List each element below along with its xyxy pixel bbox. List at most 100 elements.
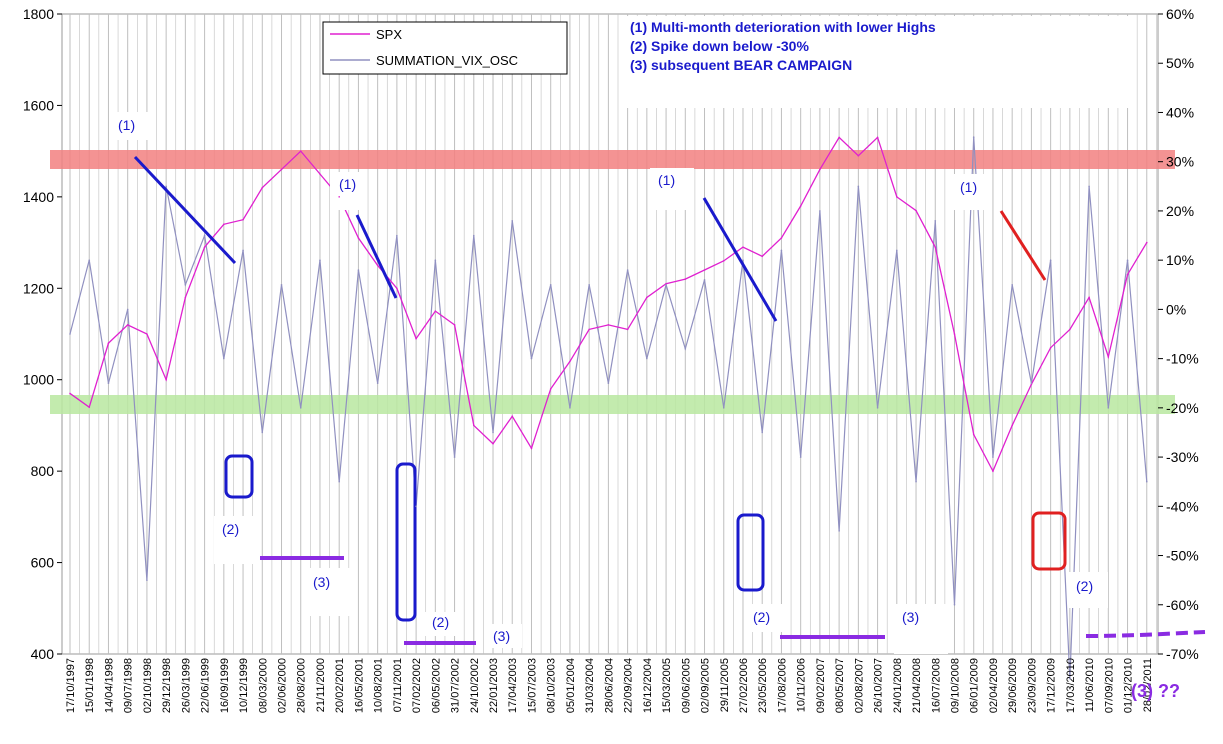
marker-2-d: (2) (1076, 578, 1093, 594)
spx-point (819, 168, 821, 171)
osc-point (607, 382, 610, 385)
spx-point (896, 196, 898, 198)
y-axis-right: -70% -60% -50% -40% -30% -20% -10% 0% 10% 20% 30% 4… (1158, 6, 1199, 662)
osc-point (684, 347, 687, 350)
x-tick-label: 17/10/1997 (65, 658, 77, 713)
y-left-tick-label: 600 (31, 555, 55, 571)
osc-point (992, 456, 994, 458)
y-left-tick-label: 400 (31, 646, 55, 662)
osc-point (88, 259, 91, 261)
x-tick-label: 02/04/2009 (988, 658, 1000, 713)
x-tick-label: 22/01/2003 (488, 658, 500, 713)
x-tick-label: 21/11/2000 (315, 658, 327, 712)
osc-point (223, 357, 225, 360)
y-right-tick-label: 0% (1166, 301, 1186, 317)
osc-point (953, 603, 956, 606)
osc-point (1049, 259, 1052, 261)
x-tick-label: 01/12/2010 (1123, 658, 1135, 713)
x-tick-label: 29/11/2005 (719, 658, 731, 712)
osc-point (126, 308, 129, 311)
x-tick-label: 02/08/2007 (853, 658, 865, 713)
spike-box-2011 (1031, 511, 1067, 571)
spx-point (338, 196, 340, 198)
spx-point (242, 218, 244, 221)
osc-point (646, 357, 648, 360)
x-tick-label: 24/10/2002 (469, 658, 481, 713)
spx-point (1088, 296, 1090, 299)
x-tick-label: 06/01/2009 (969, 658, 981, 713)
y-right-tick-label: 30% (1166, 154, 1194, 170)
spx-point (646, 296, 648, 299)
x-tick-label: 24/01/2008 (892, 658, 904, 713)
support-band (50, 395, 1175, 414)
spx-point (799, 205, 802, 207)
spx-point (838, 136, 840, 139)
spx-point (742, 246, 744, 248)
osc-point (1011, 283, 1013, 286)
osc-point (703, 279, 706, 281)
spx-point (299, 150, 302, 152)
spx-point (396, 287, 398, 290)
x-tick-label: 09/07/1998 (123, 658, 135, 713)
osc-point (934, 219, 937, 222)
osc-point (588, 283, 590, 286)
y-right-tick-label: 50% (1166, 55, 1194, 71)
spx-point (126, 324, 129, 326)
x-tick-label: 28/06/2004 (603, 658, 615, 713)
osc-point (665, 283, 667, 286)
spx-point (107, 342, 110, 344)
legend: SPX SUMMATION_VIX_OSC (322, 21, 568, 75)
spx-point (530, 447, 533, 450)
trendline-2010 (999, 210, 1047, 281)
x-tick-label: 17/03/2010 (1065, 658, 1077, 713)
osc-point (261, 431, 264, 434)
x-tick-label: 28/08/2000 (296, 658, 308, 713)
osc-point (1126, 259, 1129, 261)
osc-point (742, 259, 744, 261)
marker-3-c: (3) (902, 609, 919, 625)
osc-point (434, 259, 437, 261)
x-tick-label: 09/10/2008 (949, 658, 961, 713)
spx-point (703, 269, 706, 271)
x-tick-label: 05/01/2004 (565, 658, 577, 713)
marker-1-c: (1) (658, 172, 675, 188)
spx-point (88, 406, 91, 408)
spx-point (357, 237, 360, 239)
spx-point (492, 442, 494, 445)
marker-3-a: (3) (313, 574, 330, 590)
osc-point (1088, 185, 1090, 188)
y-right-tick-label: 10% (1166, 252, 1194, 268)
legend-spx-label: SPX (376, 27, 402, 42)
y-right-tick-label: -50% (1166, 548, 1199, 564)
x-tick-label: 02/06/2000 (277, 658, 289, 713)
spx-point (146, 333, 148, 335)
x-tick-label: 15/01/1998 (84, 658, 96, 713)
osc-point (549, 283, 552, 286)
y-left-tick-label: 1800 (23, 6, 54, 22)
spx-point (434, 310, 437, 312)
x-tick-label: 07/09/2010 (1103, 658, 1115, 713)
x-tick-label: 27/02/2006 (738, 658, 750, 713)
spx-point (780, 237, 783, 239)
osc-point (511, 219, 514, 222)
spx-point (607, 324, 610, 326)
marker-2-a: (2) (222, 521, 239, 537)
spx-point (857, 154, 860, 157)
y-right-tick-label: 40% (1166, 104, 1194, 120)
spike-box-2007 (736, 513, 765, 592)
resistance-band (50, 150, 1175, 169)
spx-point (165, 378, 167, 381)
spx-point (1069, 328, 1071, 331)
osc-point (761, 431, 764, 434)
x-tick-label: 08/10/2003 (546, 658, 558, 713)
spx-point (1011, 424, 1013, 427)
osc-point (376, 382, 379, 385)
spx-point (203, 246, 206, 248)
trendline-2001 (355, 214, 398, 299)
y-right-tick-label: 20% (1166, 203, 1194, 219)
osc-point (453, 456, 456, 458)
x-tick-label: 07/11/2001 (392, 658, 404, 712)
x-tick-label: 21/04/2008 (911, 658, 923, 713)
x-tick-label: 22/06/1999 (200, 658, 212, 713)
